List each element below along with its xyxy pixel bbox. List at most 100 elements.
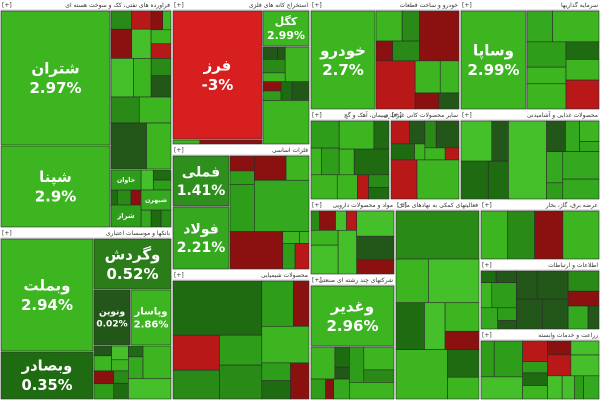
filler-tile <box>291 81 310 101</box>
expand-button[interactable]: [+] <box>482 332 492 339</box>
stock-tile[interactable] <box>310 285 395 347</box>
filler-tile <box>368 187 390 200</box>
filler-tile <box>574 375 584 400</box>
stock-tile[interactable] <box>172 10 263 140</box>
stock-tile[interactable] <box>110 169 142 191</box>
filler-tile <box>460 160 489 200</box>
expand-button[interactable]: [+] <box>312 2 322 9</box>
filler-tile <box>583 375 600 400</box>
filler-tile <box>390 159 418 200</box>
filler-tile <box>162 10 172 31</box>
filler-tile <box>447 349 480 378</box>
filler-tile <box>390 143 415 161</box>
filler-tile <box>261 380 291 400</box>
filler-tile <box>497 320 517 330</box>
filler-tile <box>491 282 517 309</box>
stock-change: 0.52% <box>106 265 158 283</box>
stock-tile[interactable] <box>310 10 376 110</box>
filler-tile <box>507 210 535 260</box>
expand-button[interactable]: [+] <box>174 272 184 279</box>
stock-change: 2.21% <box>177 240 226 256</box>
stock-tile[interactable] <box>172 206 230 270</box>
stock-symbol: شپنا <box>39 168 72 187</box>
filler-tile <box>357 174 369 200</box>
filler-tile <box>337 230 358 275</box>
filler-tile <box>172 369 220 400</box>
filler-tile <box>526 10 553 43</box>
expand-button[interactable]: [+] <box>2 230 12 237</box>
filler-tile <box>522 385 548 400</box>
stock-change: 1.41% <box>177 183 226 199</box>
sector-name: استخراج کانه های فلزی <box>249 2 308 9</box>
filler-tile <box>541 298 569 330</box>
filler-tile <box>172 334 220 371</box>
filler-tile <box>447 376 480 400</box>
filler-tile <box>547 354 572 377</box>
filler-tile <box>526 66 567 85</box>
filler-tile <box>282 231 300 244</box>
stock-tile[interactable] <box>0 145 111 228</box>
filler-tile <box>262 46 278 60</box>
stock-tile[interactable] <box>460 10 527 110</box>
expand-button[interactable]: [+] <box>312 112 322 119</box>
stock-tile[interactable] <box>0 10 111 146</box>
filler-tile <box>375 10 403 42</box>
sector-name: زراعت و خدمات وابسته <box>538 332 598 339</box>
expand-button[interactable]: [+] <box>397 202 407 209</box>
stock-change: 2.7% <box>322 61 364 79</box>
filler-tile <box>172 280 263 336</box>
expand-button[interactable]: [+] <box>482 202 492 209</box>
filler-tile <box>579 141 600 152</box>
filler-tile <box>414 60 441 94</box>
filler-tile <box>229 184 255 232</box>
expand-button[interactable]: [+] <box>2 2 12 9</box>
stock-tile[interactable] <box>93 238 172 290</box>
filler-tile <box>262 100 310 145</box>
filler-tile <box>395 210 480 260</box>
sector-name: محصولات شیمیایی <box>261 272 308 279</box>
filler-tile <box>480 307 499 330</box>
filler-tile <box>110 58 134 98</box>
stock-tile[interactable] <box>0 238 94 352</box>
expand-button[interactable]: [+] <box>312 277 322 284</box>
expand-button[interactable]: [+] <box>482 262 492 269</box>
filler-tile <box>522 361 548 374</box>
filler-tile <box>516 270 538 300</box>
expand-button[interactable]: [+] <box>462 112 472 119</box>
filler-tile <box>552 10 600 43</box>
sector-name: سیمان، آهک و گچ <box>344 110 388 119</box>
expand-button[interactable]: [+] <box>392 112 402 119</box>
stock-tile[interactable] <box>172 155 230 207</box>
filler-tile <box>262 72 286 82</box>
filler-tile <box>150 43 172 59</box>
stock-tile[interactable] <box>93 289 131 346</box>
filler-tile <box>336 174 358 200</box>
filler-tile <box>254 179 310 232</box>
filler-tile <box>93 355 112 372</box>
filler-tile <box>534 210 564 260</box>
expand-button[interactable]: [+] <box>174 147 184 154</box>
filler-tile <box>444 302 480 332</box>
filler-tile <box>570 354 600 377</box>
filler-tile <box>321 147 340 176</box>
filler-tile <box>565 120 580 152</box>
stock-tile[interactable] <box>0 351 94 400</box>
filler-tile <box>356 235 395 261</box>
stock-tile[interactable] <box>262 10 310 47</box>
filler-tile <box>146 122 172 170</box>
stock-tile[interactable] <box>140 189 172 211</box>
expand-button[interactable]: [+] <box>462 2 472 9</box>
expand-button[interactable]: [+] <box>312 202 322 209</box>
filler-tile <box>546 151 564 184</box>
filler-tile <box>199 139 263 145</box>
stock-tile[interactable] <box>130 289 172 346</box>
filler-tile <box>310 346 336 380</box>
expand-button[interactable]: [+] <box>174 2 184 9</box>
filler-tile <box>353 148 390 176</box>
filler-tile <box>395 258 429 304</box>
filler-tile <box>460 120 493 162</box>
stock-change: -3% <box>202 76 234 94</box>
filler-tile <box>567 305 589 330</box>
stock-tile[interactable] <box>110 204 142 228</box>
filler-tile <box>579 120 600 142</box>
